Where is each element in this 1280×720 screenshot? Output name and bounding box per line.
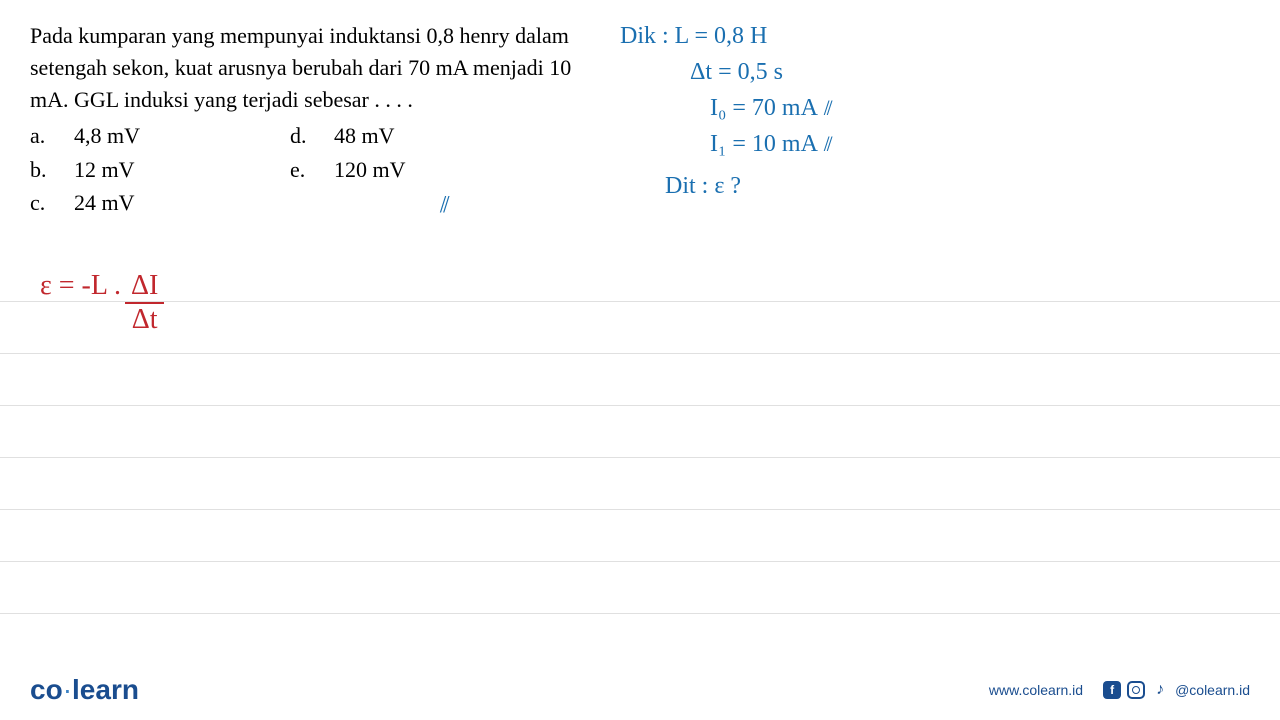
asked: Dit : ε ?	[620, 168, 833, 204]
option-a: a. 4,8 mV	[30, 120, 140, 152]
option-b: b. 12 mV	[30, 154, 140, 186]
question-text: Pada kumparan yang mempunyai induktansi …	[30, 20, 580, 116]
content-area: Pada kumparan yang mempunyai induktansi …	[0, 0, 1280, 640]
options: a. 4,8 mV b. 12 mV c. 24 mV d. 48 mV	[30, 120, 580, 222]
given-i1: I₁ = 10 mA⫽	[620, 126, 833, 162]
tiktok-icon: ♪	[1151, 681, 1169, 699]
ruled-lines	[0, 250, 1280, 614]
logo: co·learn	[30, 674, 139, 706]
options-left: a. 4,8 mV b. 12 mV c. 24 mV	[30, 120, 140, 222]
given-header: Dik : L = 0,8 H	[620, 18, 833, 54]
option-d: d. 48 mV	[290, 120, 406, 152]
question-block: Pada kumparan yang mempunyai induktansi …	[30, 20, 580, 221]
instagram-icon	[1127, 681, 1145, 699]
option-e: e. 120 mV	[290, 154, 406, 186]
formula-fraction: ΔI Δt	[125, 270, 164, 336]
footer-right: www.colearn.id f ♪ @colearn.id	[989, 681, 1250, 699]
facebook-icon: f	[1103, 681, 1121, 699]
given-dt: Δt = 0,5 s	[620, 54, 833, 90]
given-data: Dik : L = 0,8 H Δt = 0,5 s I₀ = 70 mA⫽ I…	[620, 18, 833, 204]
given-i0: I₀ = 70 mA⫽	[620, 90, 833, 126]
social-handle: @colearn.id	[1175, 682, 1250, 698]
formula-lhs: ε = -L .	[40, 270, 121, 302]
answer-mark-e: ⫽	[440, 192, 450, 218]
footer: co·learn www.colearn.id f ♪ @colearn.id	[0, 660, 1280, 720]
formula: ε = -L . ΔI Δt	[40, 270, 164, 336]
footer-url: www.colearn.id	[989, 682, 1083, 698]
formula-numerator: ΔI	[125, 270, 164, 304]
options-right: d. 48 mV e. 120 mV	[290, 120, 406, 222]
option-c: c. 24 mV	[30, 187, 140, 219]
formula-denominator: Δt	[126, 304, 164, 336]
social-icons: f ♪ @colearn.id	[1103, 681, 1250, 699]
